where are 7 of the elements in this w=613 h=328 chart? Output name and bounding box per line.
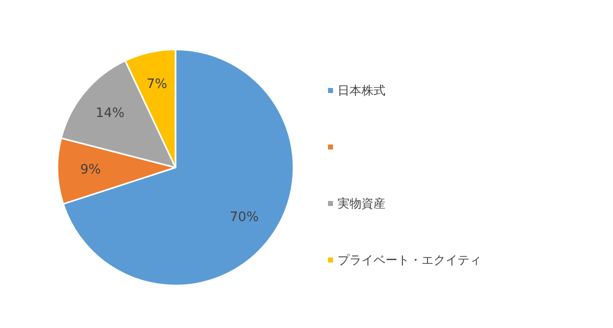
legend-label: 実物資産 bbox=[338, 196, 386, 210]
data-label: 70% bbox=[230, 210, 259, 225]
legend-label: プライベート・エクイティ bbox=[338, 253, 482, 267]
data-label: 9% bbox=[80, 162, 101, 178]
data-label: 14% bbox=[96, 106, 124, 121]
data-label: 7% bbox=[146, 77, 168, 92]
legend-label: 日本株式 bbox=[338, 84, 386, 98]
